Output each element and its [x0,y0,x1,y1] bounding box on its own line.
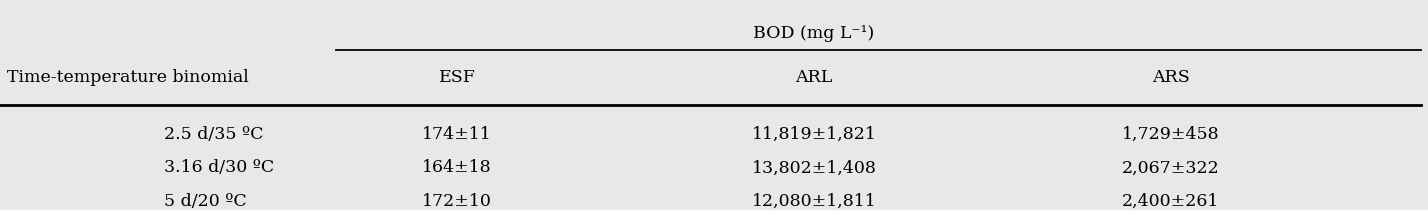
Text: BOD (mg L⁻¹): BOD (mg L⁻¹) [754,25,874,42]
Text: 174±11: 174±11 [423,126,491,143]
Text: ARL: ARL [795,69,833,86]
Text: ARS: ARS [1152,69,1190,86]
Text: 3.16 d/30 ºC: 3.16 d/30 ºC [164,160,274,176]
Text: 164±18: 164±18 [423,160,491,176]
Text: 172±10: 172±10 [423,193,491,210]
Text: 13,802±1,408: 13,802±1,408 [751,160,877,176]
Text: ESF: ESF [438,69,476,86]
Text: 11,819±1,821: 11,819±1,821 [751,126,877,143]
Text: 1,729±458: 1,729±458 [1122,126,1220,143]
Text: 2,400±261: 2,400±261 [1122,193,1220,210]
Text: 2,067±322: 2,067±322 [1122,160,1220,176]
Text: 12,080±1,811: 12,080±1,811 [751,193,877,210]
Text: 2.5 d/35 ºC: 2.5 d/35 ºC [164,126,264,143]
Text: Time-temperature binomial: Time-temperature binomial [7,69,248,86]
Text: 5 d/20 ºC: 5 d/20 ºC [164,193,247,210]
